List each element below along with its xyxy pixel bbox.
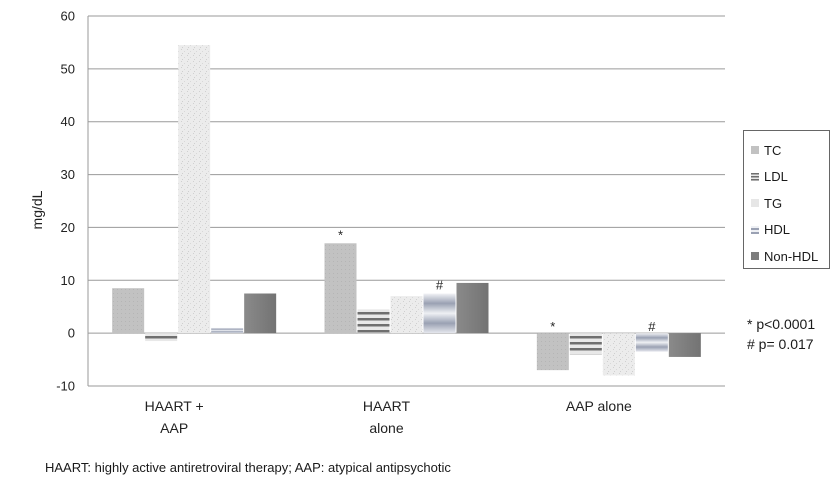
- bar-hdl-1: [423, 293, 456, 334]
- bar-tc-1: [324, 243, 357, 334]
- legend-label: TC: [764, 142, 782, 158]
- category-label: HAART + AAP: [145, 398, 204, 436]
- significance-marker: #: [648, 319, 656, 334]
- legend-item-non-hdl: Non-HDL: [751, 243, 829, 270]
- y-tick-label: 60: [61, 9, 75, 24]
- y-tick-label: -10: [56, 379, 75, 394]
- y-tick-label: 10: [61, 273, 75, 288]
- note-star: * p<0.0001: [747, 316, 816, 332]
- legend-item-hdl: HDL: [751, 217, 829, 244]
- bar-tg-2: [602, 333, 635, 376]
- legend-label: LDL: [764, 169, 788, 185]
- significance-marker: *: [550, 319, 555, 334]
- bar-ldl-0: [145, 333, 178, 342]
- legend-swatch: [751, 146, 759, 155]
- bar-non-hdl-0: [244, 293, 277, 334]
- y-tick-label: 30: [61, 167, 75, 182]
- significance-marker: #: [436, 278, 444, 293]
- footnote: HAART: highly active antiretroviral ther…: [45, 460, 451, 475]
- bar-hdl-2: [635, 333, 668, 352]
- y-axis-label: mg/dL: [29, 190, 45, 229]
- category-label: AAP alone: [566, 398, 632, 414]
- y-tick-label: 50: [61, 61, 75, 76]
- category-label: HAART alone: [363, 398, 411, 436]
- bar-hdl-0: [211, 327, 244, 334]
- note-hash: # p= 0.017: [747, 336, 814, 352]
- bar-tg-1: [390, 296, 423, 334]
- legend-item-ldl: LDL: [751, 164, 829, 191]
- bar-ldl-2: [569, 333, 602, 355]
- legend: TC LDL TG HDL Non-HDL: [743, 130, 830, 269]
- bars: [112, 45, 701, 376]
- y-tick-label: 0: [68, 326, 75, 341]
- legend-swatch: [751, 252, 759, 261]
- legend-label: Non-HDL: [764, 248, 819, 264]
- bar-tc-2: [536, 333, 569, 371]
- bar-ldl-1: [357, 309, 390, 334]
- y-axis: -10 0 10 20 30 40 50 60: [56, 9, 89, 394]
- legend-swatch: [751, 225, 759, 234]
- annotations: * # * #: [338, 227, 656, 334]
- legend-label: TG: [764, 195, 783, 211]
- legend-swatch: [751, 199, 759, 208]
- legend-item-tc: TC: [751, 137, 829, 164]
- y-tick-label: 20: [61, 220, 75, 235]
- legend-label: HDL: [764, 222, 791, 238]
- bar-non-hdl-2: [668, 333, 701, 357]
- legend-swatch: [751, 172, 759, 181]
- legend-item-tg: TG: [751, 190, 829, 217]
- significance-marker: *: [338, 227, 343, 242]
- bar-non-hdl-1: [456, 282, 489, 334]
- category-labels: HAART + AAP HAART alone AAP alone: [145, 398, 632, 436]
- bar-tg-0: [178, 45, 211, 334]
- bar-tc-0: [112, 288, 145, 334]
- y-tick-label: 40: [61, 114, 75, 129]
